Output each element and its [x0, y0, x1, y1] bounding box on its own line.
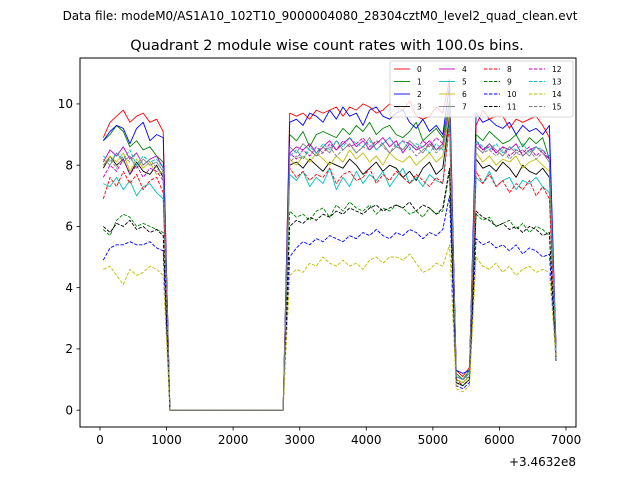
y-tick-label-6: 6: [65, 220, 73, 234]
x-tick-label-0: 0: [96, 433, 104, 447]
x-tick-label-4000: 4000: [351, 433, 382, 447]
series-line-0-segment-2: [282, 78, 557, 411]
x-tick-label-3000: 3000: [284, 433, 315, 447]
y-axis: 0 2 4 6 8 10: [58, 97, 80, 417]
y-tick-label-10: 10: [58, 97, 73, 111]
legend-label-0: 0: [417, 65, 422, 74]
x-offset-label: +3.4632e8: [509, 455, 576, 469]
legend-label-12: 12: [552, 65, 562, 74]
legend-label-15: 15: [552, 103, 562, 112]
series-line-6-segment-2: [282, 112, 557, 411]
y-tick-label-0: 0: [65, 403, 73, 417]
series-line-15-segment-0: [102, 152, 171, 411]
legend-label-2: 2: [417, 90, 422, 99]
series-line-8-segment-0: [102, 170, 171, 411]
y-tick-label-8: 8: [65, 158, 73, 172]
series-line-1-segment-2: [282, 100, 557, 411]
y-tick-label-2: 2: [65, 342, 73, 356]
x-axis: 0 1000 2000 3000 4000 5000 6000 7000: [96, 427, 581, 447]
series-line-4-segment-2: [282, 106, 557, 411]
series-line-12-segment-2: [282, 106, 557, 411]
series-line-2-segment-0: [102, 121, 171, 411]
legend-frame: [389, 60, 574, 118]
y-tick-label-4: 4: [65, 281, 73, 295]
series-line-14-segment-0: [103, 265, 171, 411]
series-layer: [102, 78, 557, 411]
legend-label-5: 5: [462, 78, 467, 87]
x-tick-label-2000: 2000: [218, 433, 249, 447]
legend-label-8: 8: [507, 65, 512, 74]
series-line-10-segment-0: [102, 241, 171, 411]
legend-label-1: 1: [417, 78, 422, 87]
plot-area: [80, 58, 576, 427]
legend-label-10: 10: [507, 90, 517, 99]
series-line-10-segment-2: [282, 195, 557, 411]
x-tick-label-5000: 5000: [418, 433, 449, 447]
legend-label-6: 6: [462, 90, 467, 99]
legend-label-14: 14: [552, 90, 562, 99]
series-line-15-segment-2: [282, 109, 557, 411]
x-tick-label-6000: 6000: [484, 433, 515, 447]
legend-label-4: 4: [462, 65, 467, 74]
series-line-11-segment-2: [282, 167, 557, 411]
plot-frame: [79, 57, 577, 428]
series-line-2-segment-2: [282, 85, 557, 411]
series-line-14-segment-2: [282, 244, 557, 411]
legend-label-3: 3: [417, 103, 422, 112]
legend-label-9: 9: [507, 78, 512, 87]
series-line-9-segment-2: [282, 170, 557, 411]
data-file-label: Data file: modeM0/AS1A10_102T10_90000040…: [63, 9, 578, 23]
series-line-5-segment-2: [282, 121, 557, 411]
legend-label-13: 13: [552, 78, 562, 87]
legend-label-7: 7: [462, 103, 467, 112]
chart-title: Quadrant 2 module wise count rates with …: [130, 38, 524, 54]
series-line-11-segment-0: [102, 219, 171, 411]
series-line-13-segment-2: [282, 106, 557, 411]
x-tick-label-1000: 1000: [151, 433, 182, 447]
x-tick-label-7000: 7000: [551, 433, 582, 447]
legend-label-11: 11: [507, 103, 517, 112]
series-line-8-segment-2: [282, 124, 557, 411]
series-line-7-segment-2: [282, 109, 557, 411]
